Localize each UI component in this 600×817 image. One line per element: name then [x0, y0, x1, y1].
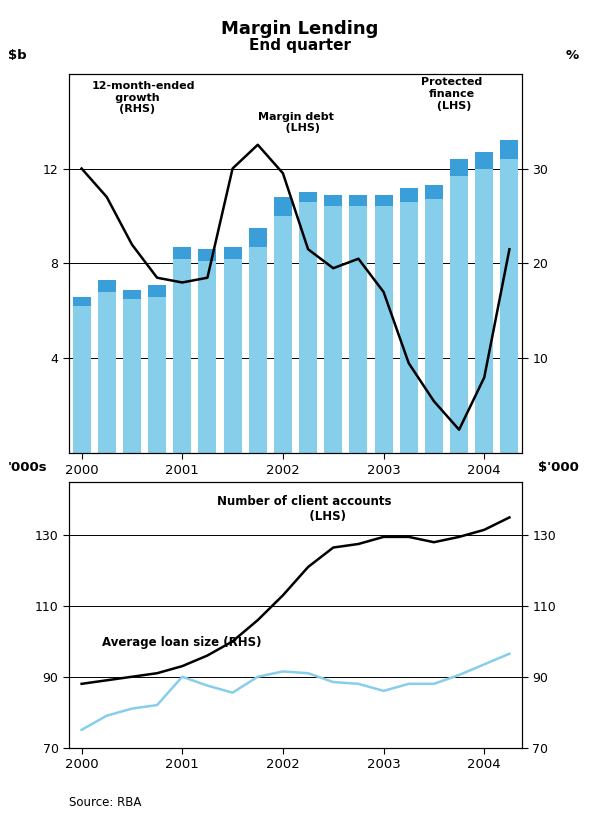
- Bar: [425, 185, 443, 199]
- Bar: [374, 194, 392, 207]
- Text: Protected
finance
 (LHS): Protected finance (LHS): [421, 78, 482, 110]
- Bar: [98, 280, 116, 292]
- Bar: [475, 168, 493, 453]
- Bar: [324, 207, 343, 453]
- Bar: [500, 140, 518, 159]
- Text: '000s: '000s: [8, 461, 47, 474]
- Bar: [299, 202, 317, 453]
- Bar: [199, 261, 217, 453]
- Bar: [73, 297, 91, 306]
- Bar: [173, 259, 191, 453]
- Bar: [73, 306, 91, 453]
- Bar: [450, 176, 468, 453]
- Text: End quarter: End quarter: [249, 38, 351, 53]
- Bar: [274, 216, 292, 453]
- Text: Margin debt
    (LHS): Margin debt (LHS): [257, 112, 334, 133]
- Bar: [374, 207, 392, 453]
- Text: $'000: $'000: [538, 461, 578, 474]
- Text: 12-month-ended
      growth
       (RHS): 12-month-ended growth (RHS): [92, 81, 195, 114]
- Bar: [500, 159, 518, 453]
- Bar: [199, 249, 217, 261]
- Text: $b: $b: [8, 49, 26, 62]
- Bar: [450, 159, 468, 176]
- Bar: [123, 289, 141, 299]
- Bar: [98, 292, 116, 453]
- Bar: [400, 188, 418, 202]
- Bar: [148, 285, 166, 297]
- Bar: [475, 152, 493, 168]
- Text: Average loan size (RHS): Average loan size (RHS): [103, 636, 262, 649]
- Bar: [248, 247, 267, 453]
- Bar: [349, 207, 367, 453]
- Bar: [349, 194, 367, 207]
- Text: Number of client accounts
           (LHS): Number of client accounts (LHS): [217, 495, 392, 524]
- Text: Source: RBA: Source: RBA: [69, 796, 142, 809]
- Bar: [173, 247, 191, 259]
- Bar: [123, 299, 141, 453]
- Text: %: %: [566, 49, 578, 62]
- Bar: [299, 192, 317, 202]
- Bar: [400, 202, 418, 453]
- Bar: [324, 194, 343, 207]
- Bar: [274, 197, 292, 216]
- Bar: [224, 259, 242, 453]
- Bar: [148, 297, 166, 453]
- Text: Margin Lending: Margin Lending: [221, 20, 379, 38]
- Bar: [425, 199, 443, 453]
- Bar: [248, 228, 267, 247]
- Bar: [224, 247, 242, 259]
